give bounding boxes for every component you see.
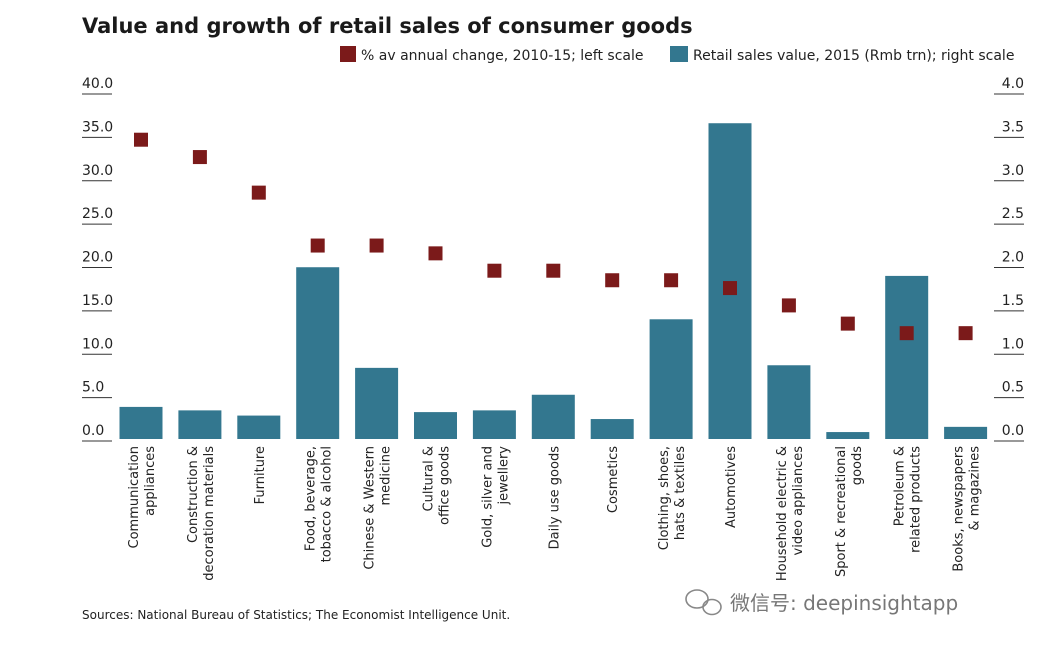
legend-label-sales: Retail sales value, 2015 (Rmb trn); righ… <box>693 48 1014 64</box>
right-tick-label: 0.0 <box>1002 423 1024 439</box>
watermark: 微信号: deepinsightapp <box>685 589 958 616</box>
legend-label-growth: % av annual change, 2010-15; left scale <box>361 48 643 64</box>
point-annual-change <box>546 263 561 278</box>
point-annual-change <box>958 326 973 341</box>
category-label-line: Petroleum & <box>893 446 908 526</box>
category-label: Petroleum &related products <box>893 446 924 553</box>
point-annual-change <box>487 263 502 278</box>
category-label: Household electric &video appliances <box>775 446 806 581</box>
right-tick-label: 1.5 <box>1002 293 1024 309</box>
category-label-line: Food, beverage, <box>304 446 319 551</box>
category-label: Communicationappliances <box>127 446 158 549</box>
source-note: Sources: National Bureau of Statistics; … <box>82 608 510 622</box>
category-label: Cosmetics <box>606 446 621 513</box>
category-label: Clothing, shoes,hats & textiles <box>657 446 688 550</box>
point-annual-change <box>428 246 443 261</box>
right-tick-label: 0.5 <box>1002 380 1024 396</box>
point-annual-change <box>251 185 266 200</box>
legend-swatch-sales <box>670 46 688 62</box>
category-label-line: & magazines <box>968 446 983 531</box>
right-tick-label: 2.0 <box>1002 250 1024 266</box>
category-label-line: appliances <box>143 446 158 516</box>
bar-sales-value <box>178 410 222 439</box>
category-label-line: Communication <box>127 446 142 548</box>
category-label-line: hats & textiles <box>673 446 688 540</box>
category-label-line: Daily use goods <box>547 446 562 550</box>
category-label-line: tobacco & alcohol <box>320 446 335 562</box>
watermark-text: 微信号: deepinsightapp <box>730 591 958 615</box>
category-label: Furniture <box>253 446 268 504</box>
bar-sales-value <box>767 365 811 439</box>
legend-swatch-growth <box>340 46 356 62</box>
bar-sales-value <box>355 367 399 439</box>
category-label-line: Household electric & <box>775 446 790 581</box>
category-label-line: Cosmetics <box>606 446 621 513</box>
point-annual-change <box>723 281 737 296</box>
category-label: Sport & recreationalgoods <box>834 446 865 577</box>
legend: % av annual change, 2010-15; left scale … <box>340 46 1014 64</box>
category-label-line: goods <box>850 446 865 485</box>
point-annual-change <box>664 273 679 288</box>
category-label: Food, beverage,tobacco & alcohol <box>304 446 335 562</box>
left-tick-label: 20.0 <box>82 250 113 266</box>
category-label: Books, newspapers& magazines <box>952 446 983 572</box>
bar-sales-value <box>590 419 634 439</box>
right-tick-label: 2.5 <box>1002 206 1024 222</box>
bar-sales-value <box>649 319 693 439</box>
right-tick-label: 1.0 <box>1002 336 1024 352</box>
bar-sales-value <box>296 267 340 439</box>
bar-sales-value <box>944 426 988 439</box>
left-tick-label: 10.0 <box>82 336 113 352</box>
category-label-line: Sport & recreational <box>834 446 849 577</box>
category-label-line: Furniture <box>253 446 268 504</box>
left-tick-label: 30.0 <box>82 163 113 179</box>
left-tick-label: 25.0 <box>82 206 113 222</box>
category-label: Cultural &office goods <box>422 446 453 525</box>
category-label-line: Chinese & Western <box>363 446 378 570</box>
point-annual-change <box>310 238 325 253</box>
point-annual-change <box>899 326 914 341</box>
left-tick-label: 35.0 <box>82 119 113 135</box>
bar-sales-value <box>472 410 516 439</box>
point-annual-change <box>134 132 148 147</box>
right-tick-label: 4.0 <box>1002 76 1024 92</box>
left-tick-label: 0.0 <box>82 423 104 439</box>
point-annual-change <box>781 298 796 313</box>
category-label-line: jewellery <box>496 446 511 506</box>
bar-sales-value <box>826 432 870 439</box>
left-tick-label: 40.0 <box>82 76 113 92</box>
bar-sales-value <box>119 406 163 439</box>
point-annual-change <box>605 273 620 288</box>
category-label-line: office goods <box>438 446 453 525</box>
point-annual-change <box>192 150 207 165</box>
left-tick-label: 15.0 <box>82 293 113 309</box>
category-label-line: Clothing, shoes, <box>657 446 672 550</box>
bar-sales-value <box>531 394 575 439</box>
category-label-line: Books, newspapers <box>952 446 967 572</box>
bar-sales-value <box>237 415 281 439</box>
category-label-line: medicine <box>379 446 394 506</box>
right-tick-label: 3.0 <box>1002 163 1024 179</box>
bar-sales-value <box>885 275 929 439</box>
category-label-line: Cultural & <box>422 446 437 511</box>
category-label: Daily use goods <box>547 446 562 550</box>
category-label-line: Construction & <box>186 446 201 543</box>
category-label-line: related products <box>909 446 924 553</box>
category-label-line: video appliances <box>791 446 806 556</box>
category-label-line: Gold, silver and <box>480 446 495 548</box>
category-label: Automotives <box>724 446 739 528</box>
point-annual-change <box>840 316 855 331</box>
category-label-line: decoration materials <box>202 446 217 581</box>
wechat-icon <box>685 589 722 616</box>
category-label-line: Automotives <box>724 446 739 528</box>
point-annual-change <box>369 238 384 253</box>
chart-title: Value and growth of retail sales of cons… <box>82 14 693 38</box>
right-tick-label: 3.5 <box>1002 119 1024 135</box>
category-label: Construction &decoration materials <box>186 446 217 581</box>
category-label: Chinese & Westernmedicine <box>363 446 394 570</box>
bar-sales-value <box>414 412 457 439</box>
left-tick-label: 5.0 <box>82 380 104 396</box>
category-label: Gold, silver andjewellery <box>480 446 511 548</box>
